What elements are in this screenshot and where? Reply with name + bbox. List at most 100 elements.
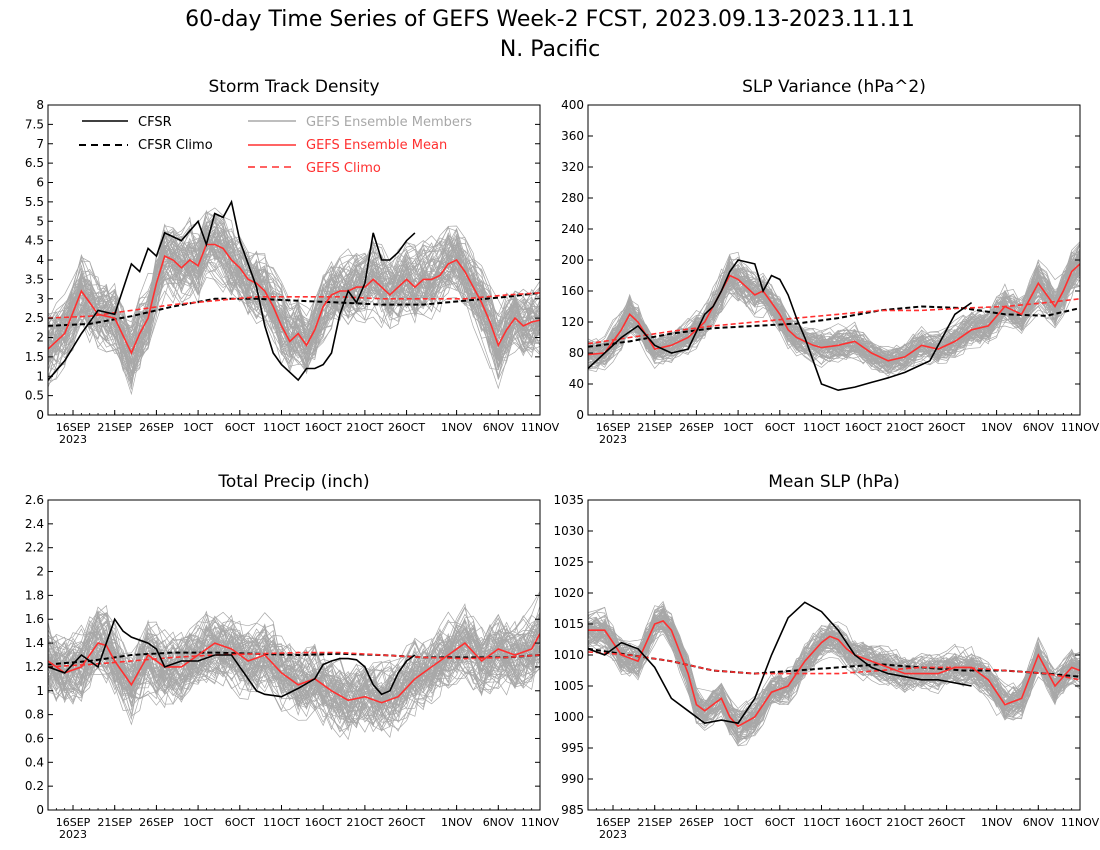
x-tick-label: 11NOV — [521, 816, 560, 829]
y-tick-label: 8 — [36, 98, 44, 112]
ensemble-member-line — [48, 605, 540, 724]
ensemble-member-line — [48, 611, 540, 711]
x-tick-label: 1OCT — [183, 421, 213, 434]
y-tick-label: 1035 — [553, 493, 584, 507]
y-tick-label: 0.8 — [25, 708, 44, 722]
x-tick-label: 16OCT — [845, 816, 882, 829]
y-tick-label: 1010 — [553, 648, 584, 662]
series-line-gefs-mean — [48, 243, 540, 355]
x-year-label: 2023 — [599, 828, 627, 841]
x-tick-label: 6NOV — [483, 421, 515, 434]
y-tick-label: 0.2 — [25, 779, 44, 793]
x-tick-label: 1NOV — [981, 816, 1013, 829]
x-tick-label: 26OCT — [928, 816, 965, 829]
series-layer — [588, 259, 1080, 392]
x-tick-label: 26SEP — [139, 816, 174, 829]
y-tick-label: 1 — [36, 369, 44, 383]
x-tick-label: 21OCT — [886, 421, 923, 434]
x-tick-label: 26OCT — [388, 421, 425, 434]
ensemble-member-line — [48, 606, 540, 725]
x-tick-label: 16SEP — [56, 421, 91, 434]
y-tick-label: 0.6 — [25, 731, 44, 745]
series-line-cfsr — [48, 617, 416, 698]
ensemble-member-line — [588, 251, 1080, 374]
x-tick-label: 11NOV — [1061, 421, 1100, 434]
series-line-cfsr — [48, 199, 416, 382]
x-tick-label: 6OCT — [765, 816, 795, 829]
x-tick-label: 11OCT — [263, 421, 300, 434]
ensemble-member-line — [588, 630, 1080, 731]
ensemble-member-line — [48, 632, 540, 717]
legend-label-gefs-climo: GEFS Climo — [306, 161, 381, 176]
y-tick-label: 4.5 — [25, 234, 44, 248]
ensemble-member-line — [588, 258, 1080, 365]
y-tick-label: 6.5 — [25, 156, 44, 170]
ensemble-member-line — [588, 274, 1080, 369]
series-line-gefs-mean — [588, 619, 1080, 728]
y-tick-label: 1.5 — [25, 350, 44, 364]
ensemble-member-line — [588, 265, 1080, 365]
x-year-label: 2023 — [59, 828, 87, 841]
y-tick-label: 360 — [561, 129, 584, 143]
y-tick-label: 400 — [561, 98, 584, 112]
y-tick-label: 1.4 — [25, 636, 44, 650]
ensemble-member-line — [48, 606, 540, 732]
y-tick-label: 1015 — [553, 617, 584, 631]
x-tick-label: 1NOV — [441, 816, 473, 829]
y-tick-label: 7.5 — [25, 117, 44, 131]
x-tick-label: 6OCT — [225, 421, 255, 434]
panel-total-precip: Total Precip (inch) 0 0.2 0.4 0.6 0.8 1 1.2 1.4… — [25, 472, 560, 841]
legend-label-cfsr-climo: CFSR Climo — [138, 138, 213, 153]
ensemble-member-line — [48, 232, 540, 364]
x-tick-label: 21SEP — [637, 421, 672, 434]
y-tick-label: 80 — [569, 346, 584, 360]
series-line-cfsr — [588, 259, 973, 392]
x-tick-label: 16OCT — [845, 421, 882, 434]
ensemble-member-line — [48, 238, 540, 349]
series-layer — [588, 601, 1080, 728]
series-line-gefs-mean — [588, 263, 1080, 362]
x-tick-label: 26SEP — [139, 421, 174, 434]
x-tick-label: 21OCT — [346, 816, 383, 829]
x-tick-label: 6NOV — [1023, 816, 1055, 829]
panel-title: Total Precip (inch) — [217, 472, 369, 492]
ensemble-member-line — [48, 212, 540, 382]
y-tick-label: 2.4 — [25, 517, 44, 531]
y-tick-label: 1020 — [553, 586, 584, 600]
x-tick-label: 11NOV — [521, 421, 560, 434]
y-tick-label: 995 — [561, 741, 584, 755]
series-line-cfsr — [588, 601, 972, 725]
x-year-label: 2023 — [599, 433, 627, 446]
x-tick-label: 11NOV — [1061, 816, 1100, 829]
legend-label-mean: GEFS Ensemble Mean — [306, 138, 447, 153]
series-line-gefs-climo — [48, 651, 540, 668]
y-tick-label: 0.4 — [25, 755, 44, 769]
y-tick-label: 2.5 — [25, 311, 44, 325]
panel-title: Storm Track Density — [208, 77, 379, 97]
panel-title: Mean SLP (hPa) — [768, 472, 900, 492]
ensemble-members-layer — [588, 600, 1080, 747]
ensemble-members-layer — [588, 241, 1080, 377]
axes-layer: 985 990 995 1000 1005 1010 1015 1020 1025 1030 103… — [553, 493, 1099, 841]
ensemble-member-line — [48, 233, 540, 396]
x-tick-label: 1NOV — [441, 421, 473, 434]
y-tick-label: 5 — [36, 214, 44, 228]
x-tick-label: 26OCT — [388, 816, 425, 829]
y-tick-label: 1025 — [553, 555, 584, 569]
x-tick-label: 21SEP — [97, 816, 132, 829]
series-layer — [48, 617, 540, 704]
y-tick-label: 1030 — [553, 524, 584, 538]
series-line-gefs-climo — [588, 651, 1080, 681]
ensemble-members-layer — [48, 591, 540, 741]
figure-subtitle: N. Pacific — [500, 37, 600, 62]
y-tick-label: 6 — [36, 176, 44, 190]
y-tick-label: 1000 — [553, 710, 584, 724]
x-tick-label: 6NOV — [1023, 421, 1055, 434]
y-tick-label: 2 — [36, 331, 44, 345]
ensemble-member-line — [588, 267, 1080, 364]
x-tick-label: 16SEP — [56, 816, 91, 829]
panel-storm-track-density: Storm Track Density 0 0.5 1 1.5 2 2.5 3 3.5 4 4.5… — [25, 77, 560, 446]
y-tick-label: 0.5 — [25, 389, 44, 403]
y-tick-label: 1005 — [553, 679, 584, 693]
